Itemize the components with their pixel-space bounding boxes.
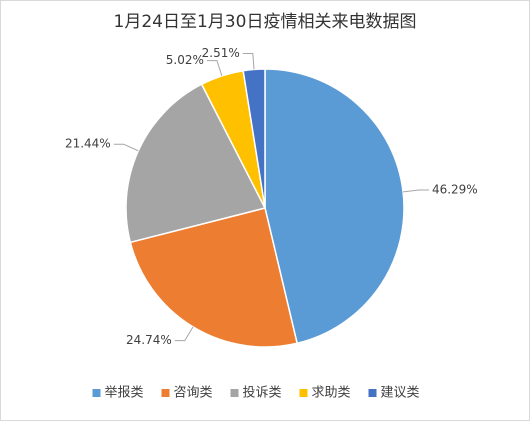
legend-swatch <box>230 389 239 397</box>
data-label: 24.74% <box>126 333 172 347</box>
data-label: 2.51% <box>202 46 240 60</box>
leader-line <box>206 60 223 77</box>
legend-label: 咨询类 <box>174 386 213 401</box>
pie-slice <box>125 83 267 244</box>
legend-swatch <box>368 389 377 397</box>
legend-label: 求助类 <box>312 386 351 401</box>
leader-line <box>113 143 139 152</box>
chart-title: 1月24日至1月30日疫情相关来电数据图 <box>114 12 417 32</box>
data-label: 5.02% <box>166 53 204 67</box>
legend-label: 投诉类 <box>243 385 282 401</box>
legend-label: 建议类 <box>381 386 420 401</box>
leader-line <box>174 326 194 342</box>
leader-line <box>402 189 429 193</box>
data-label: 21.44% <box>65 137 111 151</box>
legend-swatch <box>299 389 308 397</box>
legend-label: 举报类 <box>105 386 144 401</box>
data-label: 46.29% <box>432 182 478 196</box>
legend-swatch <box>161 389 170 397</box>
legend-swatch <box>92 389 101 397</box>
leader-line <box>242 52 255 70</box>
